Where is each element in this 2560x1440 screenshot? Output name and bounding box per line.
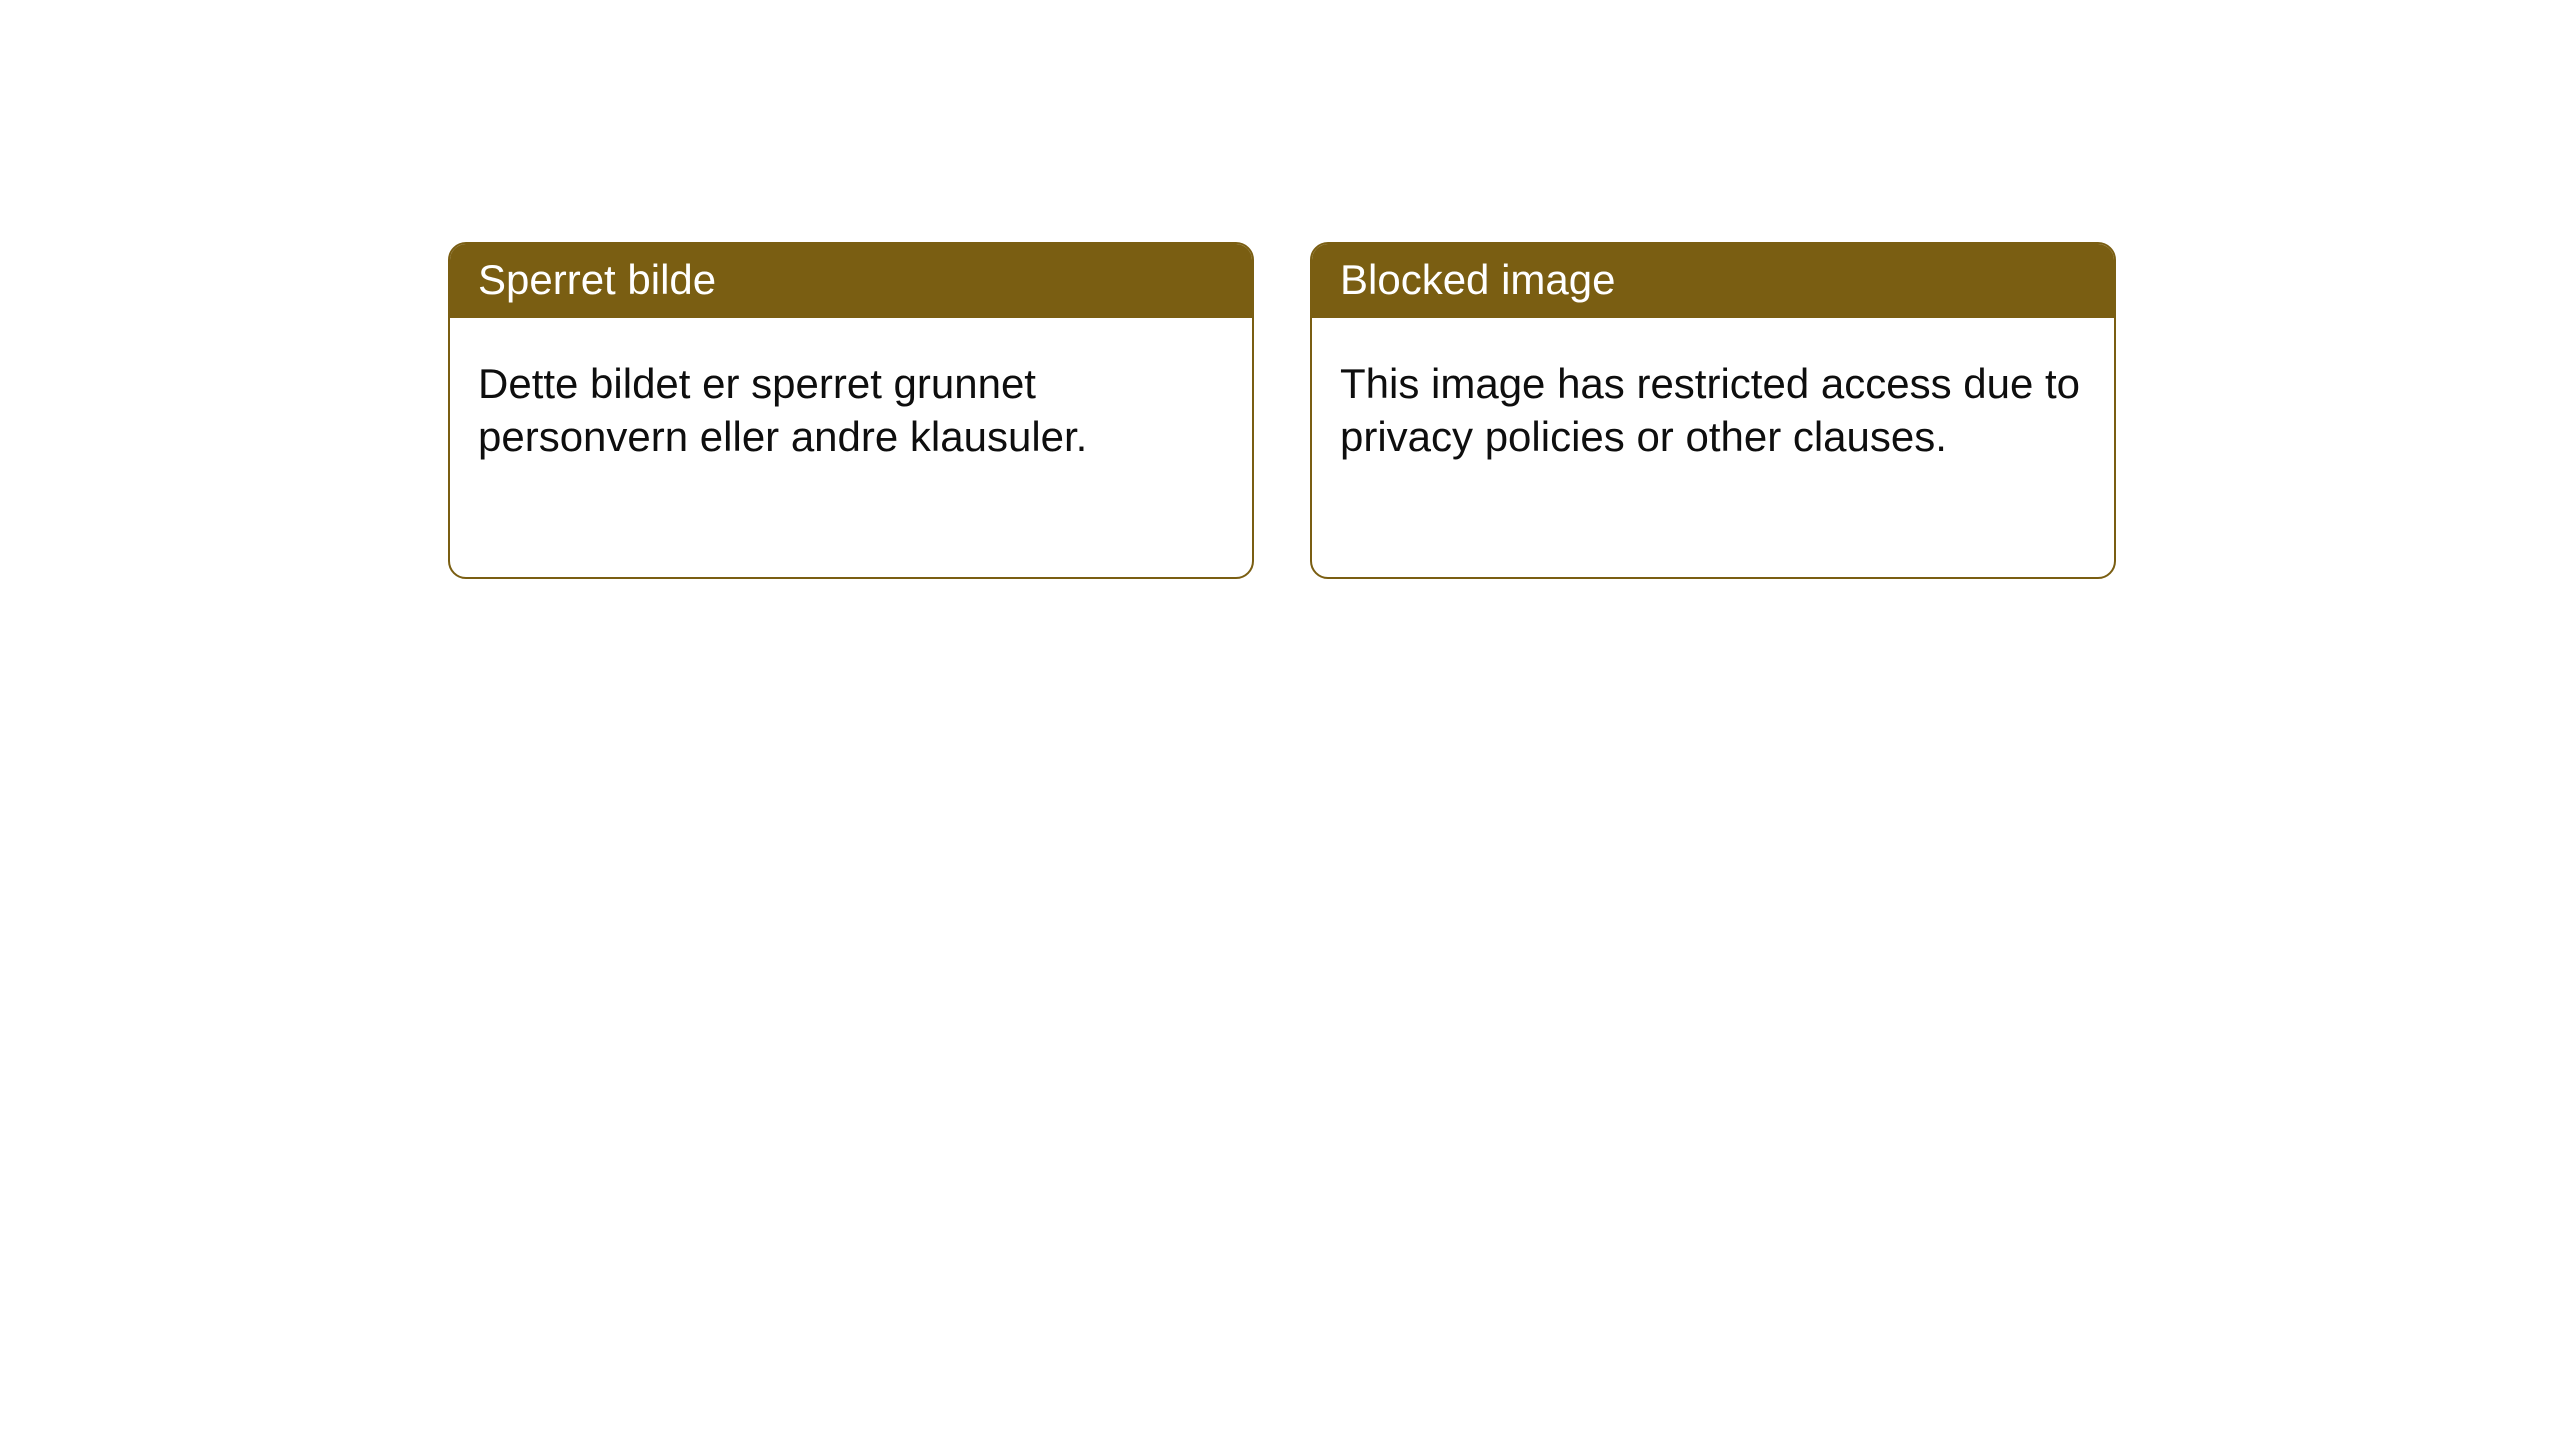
- notice-message: This image has restricted access due to …: [1340, 360, 2080, 460]
- notice-title: Sperret bilde: [478, 256, 716, 303]
- notice-message: Dette bildet er sperret grunnet personve…: [478, 360, 1087, 460]
- notice-body: This image has restricted access due to …: [1312, 318, 2114, 491]
- notice-container: Sperret bilde Dette bildet er sperret gr…: [0, 0, 2560, 579]
- notice-card-english: Blocked image This image has restricted …: [1310, 242, 2116, 579]
- notice-header: Blocked image: [1312, 244, 2114, 318]
- notice-card-norwegian: Sperret bilde Dette bildet er sperret gr…: [448, 242, 1254, 579]
- notice-header: Sperret bilde: [450, 244, 1252, 318]
- notice-body: Dette bildet er sperret grunnet personve…: [450, 318, 1252, 491]
- notice-title: Blocked image: [1340, 256, 1615, 303]
